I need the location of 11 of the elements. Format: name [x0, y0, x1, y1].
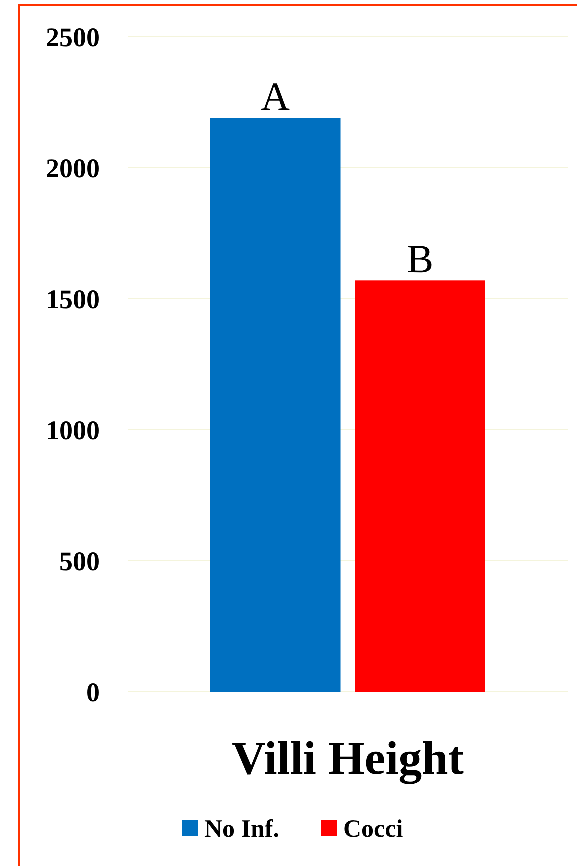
y-tick-label: 500 [60, 546, 100, 576]
legend-label: Cocci [344, 816, 404, 843]
y-tick-label: 2500 [46, 22, 100, 52]
y-tick-label: 1000 [46, 415, 100, 446]
y-tick-label: 2000 [46, 153, 100, 184]
y-tick-label: 1500 [46, 284, 100, 314]
data-label: A [261, 74, 290, 120]
y-tick-label: 0 [86, 677, 100, 708]
legend-label: No Inf. [204, 816, 280, 843]
x-tick-label: Villi Height [232, 733, 464, 785]
data-label: B [407, 236, 434, 282]
